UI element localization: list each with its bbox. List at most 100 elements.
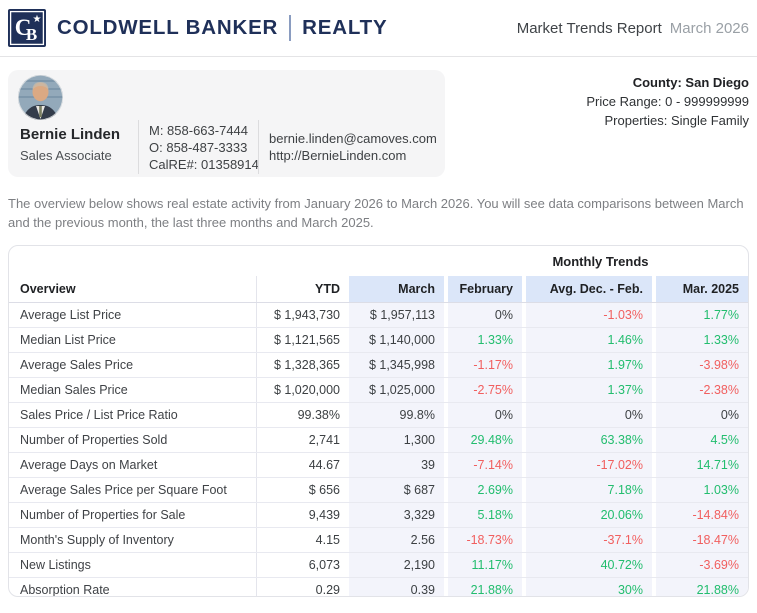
cell-label: Average Days on Market <box>9 453 257 477</box>
top-header: C B ★ COLDWELL BANKER REALTY Market Tren… <box>0 0 757 57</box>
coldwell-banker-logo: C B ★ COLDWELL BANKER REALTY <box>8 9 387 47</box>
cell-label: Average Sales Price per Square Foot <box>9 478 257 502</box>
agent-office-phone: O: 858-487-3333 <box>149 140 248 155</box>
cell-march: 39 <box>349 453 444 477</box>
cell-february: -1.17% <box>444 353 522 377</box>
agent-license: CalRE#: 01358914 <box>149 157 259 172</box>
table-row: Number of Properties for Sale 9,439 3,329 5… <box>9 502 748 527</box>
cell-february: 2.69% <box>444 478 522 502</box>
brand-divider <box>289 15 292 41</box>
cell-february: 0% <box>444 403 522 427</box>
cell-february: 5.18% <box>444 503 522 527</box>
agent-links-block: bernie.linden@camoves.com http://BernieL… <box>269 130 437 164</box>
intro-text: The overview below shows real estate act… <box>8 196 744 230</box>
agent-contact-block: M: 858-663-7444 O: 858-487-3333 CalRE#: … <box>149 122 259 173</box>
cell-ytd: 44.67 <box>308 458 340 472</box>
cell-label: Number of Properties Sold <box>9 428 257 452</box>
cell-february: 11.17% <box>444 553 522 577</box>
report-filters: County: San Diego Price Range: 0 - 99999… <box>586 73 749 130</box>
cell-mar-2025: 21.88% <box>652 578 748 596</box>
filter-price-range: Price Range: 0 - 999999999 <box>586 94 749 109</box>
cell-march: 1,300 <box>349 428 444 452</box>
report-heading: Market Trends Report March 2026 <box>517 20 749 37</box>
agent-card-divider <box>138 120 139 174</box>
cell-march: $ 687 <box>349 478 444 502</box>
cell-avg-dec-feb: 20.06% <box>522 503 652 527</box>
table-group-header-row: Monthly Trends <box>9 246 748 276</box>
column-header-february: February <box>444 276 522 302</box>
cell-avg-dec-feb: 7.18% <box>522 478 652 502</box>
table-row: Median List Price $ 1,121,565 $ 1,140,000 1… <box>9 327 748 352</box>
cell-avg-dec-feb: 1.37% <box>522 378 652 402</box>
cell-ytd: 99.38% <box>297 408 340 422</box>
cell-february: 1.33% <box>444 328 522 352</box>
agent-card: Bernie Linden Sales Associate M: 858-663… <box>8 70 445 177</box>
filter-properties: Properties: Single Family <box>604 113 750 128</box>
table-row: Month's Supply of Inventory 4.15 2.56 -18.7… <box>9 527 748 552</box>
table-row: Sales Price / List Price Ratio 99.38% 99.8… <box>9 402 748 427</box>
agent-email-link[interactable]: bernie.linden@camoves.com <box>269 131 437 146</box>
cell-march: 2.56 <box>349 528 444 552</box>
cell-march: $ 1,025,000 <box>349 378 444 402</box>
cell-mar-2025: -18.47% <box>652 528 748 552</box>
cell-march: $ 1,345,998 <box>349 353 444 377</box>
cell-ytd: $ 1,020,000 <box>273 383 340 397</box>
column-header-ytd: YTD <box>315 282 340 296</box>
agent-job-title: Sales Associate <box>20 148 112 163</box>
column-header-overview: Overview <box>9 276 257 302</box>
cell-february: -7.14% <box>444 453 522 477</box>
column-header-mar-2025: Mar. 2025 <box>652 276 748 302</box>
cell-mar-2025: 1.77% <box>652 303 748 327</box>
cb-emblem-icon: C B ★ <box>8 9 46 47</box>
cell-mar-2025: 1.03% <box>652 478 748 502</box>
cell-march: 2,190 <box>349 553 444 577</box>
svg-text:★: ★ <box>33 14 42 25</box>
cell-march: 0.39 <box>349 578 444 596</box>
trends-table: Monthly Trends Overview YTD March Februa… <box>8 245 749 597</box>
cell-label: Median Sales Price <box>9 378 257 402</box>
cell-february: 0% <box>444 303 522 327</box>
cell-february: 21.88% <box>444 578 522 596</box>
monthly-trends-header: Monthly Trends <box>552 253 649 269</box>
agent-avatar <box>18 75 63 120</box>
cell-march: $ 1,957,113 <box>349 303 444 327</box>
cell-label: Median List Price <box>9 328 257 352</box>
cell-mar-2025: -2.38% <box>652 378 748 402</box>
cell-mar-2025: -3.69% <box>652 553 748 577</box>
table-row: Average Sales Price $ 1,328,365 $ 1,345,99… <box>9 352 748 377</box>
cell-avg-dec-feb: 40.72% <box>522 553 652 577</box>
column-header-avg-dec-feb: Avg. Dec. - Feb. <box>522 276 652 302</box>
cell-ytd: $ 1,328,365 <box>273 358 340 372</box>
agent-mobile-phone: M: 858-663-7444 <box>149 123 249 138</box>
table-header-row: Overview YTD March February Avg. Dec. - … <box>9 276 748 303</box>
cell-mar-2025: -14.84% <box>652 503 748 527</box>
cell-february: 29.48% <box>444 428 522 452</box>
cell-ytd: $ 1,121,565 <box>273 333 340 347</box>
svg-text:B: B <box>26 25 37 44</box>
cell-mar-2025: -3.98% <box>652 353 748 377</box>
cell-mar-2025: 4.5% <box>652 428 748 452</box>
brand-division: REALTY <box>302 16 388 39</box>
cell-label: Average List Price <box>9 303 257 327</box>
cell-ytd: 2,741 <box>308 433 340 447</box>
cell-avg-dec-feb: 1.46% <box>522 328 652 352</box>
report-title: Market Trends Report <box>516 19 662 37</box>
cell-ytd: 6,073 <box>308 558 340 572</box>
agent-card-divider <box>258 120 259 174</box>
cell-label: Average Sales Price <box>9 353 257 377</box>
cell-mar-2025: 1.33% <box>652 328 748 352</box>
cell-march: $ 1,140,000 <box>349 328 444 352</box>
agent-website-link[interactable]: http://BernieLinden.com <box>269 148 407 163</box>
cell-mar-2025: 14.71% <box>652 453 748 477</box>
table-row: Average Days on Market 44.67 39 -7.14% -17.0… <box>9 452 748 477</box>
cell-avg-dec-feb: -1.03% <box>522 303 652 327</box>
cell-march: 99.8% <box>349 403 444 427</box>
cell-label: Absorption Rate <box>9 578 257 596</box>
cell-ytd: $ 656 <box>308 483 340 497</box>
table-row: Absorption Rate 0.29 0.39 21.88% 30% 21.88% <box>9 577 748 596</box>
cell-label: Sales Price / List Price Ratio <box>9 403 257 427</box>
cell-february: -18.73% <box>444 528 522 552</box>
cell-label: New Listings <box>9 553 257 577</box>
cell-march: 3,329 <box>349 503 444 527</box>
